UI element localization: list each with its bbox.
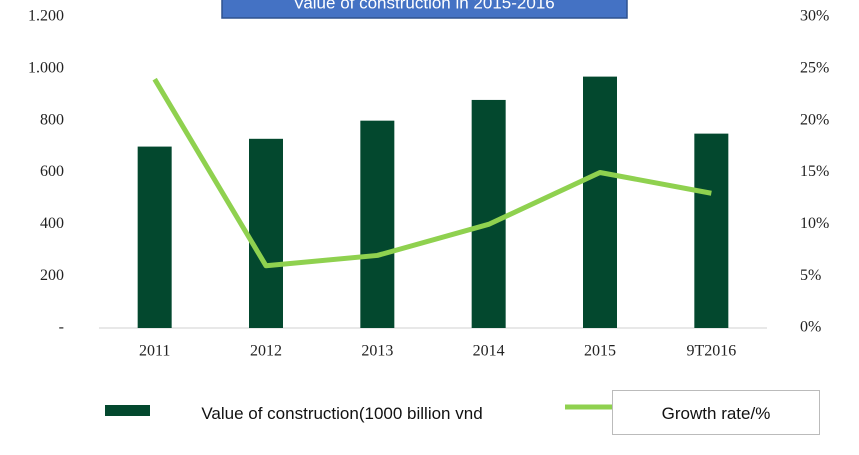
bar: [471, 99, 506, 328]
y2-tick-label: 15%: [800, 163, 829, 180]
bar: [249, 138, 283, 328]
legend-label: Value of construction(1000 billion vnd: [201, 404, 483, 423]
title-box: [221, 0, 628, 19]
y-tick-label: 1.000: [28, 60, 64, 77]
x-tick-label: 2011: [139, 343, 170, 360]
y-tick-label: 1.200: [28, 8, 64, 25]
x-tick-label: 2015: [584, 343, 616, 360]
y-tick-label: -: [59, 319, 64, 336]
x-tick-label: 2014: [473, 343, 505, 360]
y2-tick-label: 25%: [800, 60, 829, 77]
x-tick-label: 9T2016: [686, 343, 736, 360]
bar: [360, 120, 395, 329]
chart-title: Value of construction in 2015-2016: [293, 0, 554, 12]
y2-tick-label: 10%: [800, 215, 829, 232]
y-tick-label: 600: [40, 163, 64, 180]
y-tick-label: 400: [40, 215, 64, 232]
y2-tick-label: 30%: [800, 8, 829, 25]
line: [152, 77, 712, 269]
x-tick-label: 2013: [361, 343, 393, 360]
y2-tick-label: 20%: [800, 111, 829, 128]
legend-swatch: [105, 405, 150, 416]
legend-label: Growth rate/%: [612, 390, 820, 435]
y2-tick-label: 0%: [800, 319, 821, 336]
y-tick-label: 200: [40, 267, 64, 284]
bar: [583, 76, 617, 328]
bar: [694, 133, 729, 328]
y2-tick-label: 5%: [800, 267, 821, 284]
bar: [137, 146, 172, 328]
y-tick-label: 800: [40, 111, 64, 128]
x-tick-label: 2012: [250, 343, 282, 360]
